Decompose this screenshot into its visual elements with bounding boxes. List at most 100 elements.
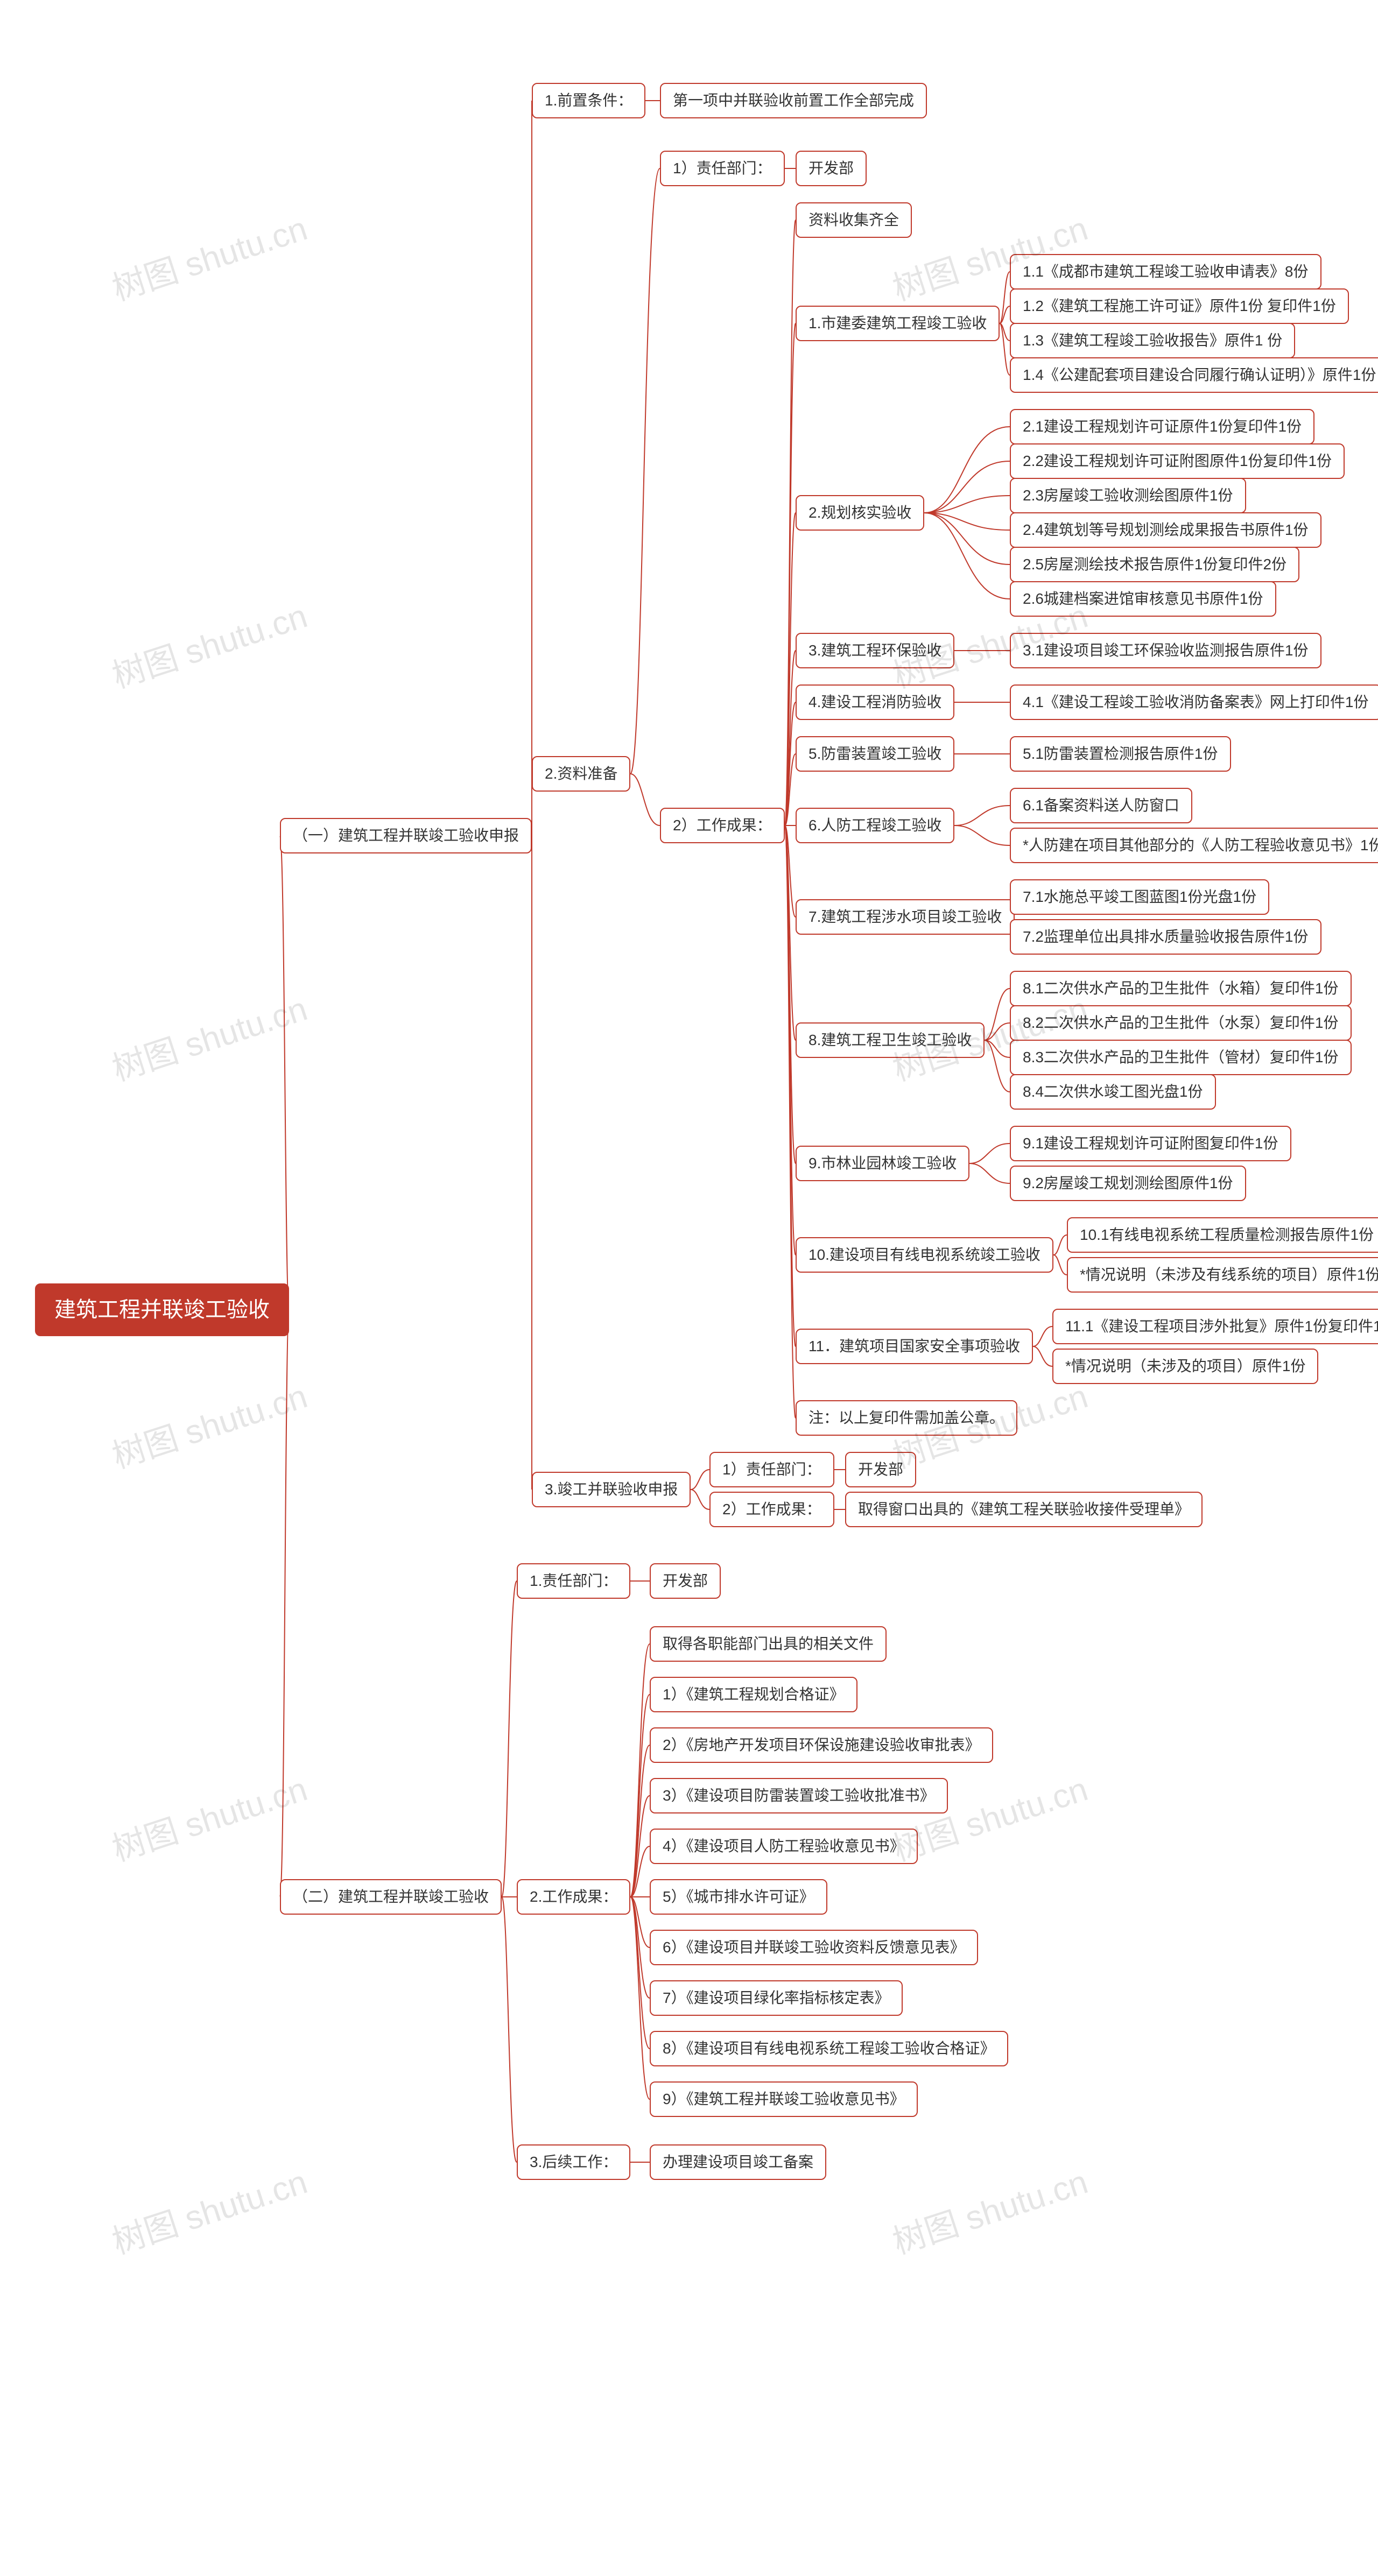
node-label: 2）工作成果：	[722, 1501, 821, 1518]
mindmap-node: 1.4《公建配套项目建设合同履行确认证明）》原件1份	[1010, 357, 1378, 393]
node-label: 2）《房地产开发项目环保设施建设验收审批表》	[663, 1737, 980, 1753]
node-label: （二）建筑工程并联竣工验收	[293, 1888, 489, 1905]
node-label: 11.1《建设工程项目涉外批复》原件1份复印件1份	[1065, 1318, 1378, 1335]
node-label: 办理建设项目竣工备案	[663, 2154, 813, 2170]
mindmap-node: 8.4二次供水竣工图光盘1份	[1010, 1074, 1216, 1110]
mindmap-node: 1）责任部门：	[709, 1452, 834, 1487]
mindmap-node: 5.1防雷装置检测报告原件1份	[1010, 736, 1231, 772]
mindmap-node: 3.1建设项目竣工环保验收监测报告原件1份	[1010, 633, 1321, 668]
node-label: 3.后续工作：	[530, 2154, 617, 2170]
mindmap-node: 4.1《建设工程竣工验收消防备案表》网上打印件1份	[1010, 684, 1378, 720]
mindmap-node: 10.1有线电视系统工程质量检测报告原件1份	[1067, 1217, 1378, 1253]
node-label: 2.2建设工程规划许可证附图原件1份复印件1份	[1023, 453, 1332, 469]
node-label: 2.6城建档案进馆审核意见书原件1份	[1023, 590, 1263, 607]
node-label: 1.2《建筑工程施工许可证》原件1份 复印件1份	[1023, 298, 1336, 314]
mindmap-node: 2.6城建档案进馆审核意见书原件1份	[1010, 581, 1276, 617]
mindmap-node: 6.1备案资料送人防窗口	[1010, 788, 1192, 823]
node-label: 1.3《建筑工程竣工验收报告》原件1 份	[1023, 332, 1282, 349]
mindmap-node: 11．建筑项目国家安全事项验收	[796, 1329, 1033, 1364]
node-label: 开发部	[808, 160, 854, 177]
node-label: 3）《建设项目防雷装置竣工验收批准书》	[663, 1787, 935, 1804]
mindmap-node: 7）《建设项目绿化率指标核定表》	[650, 1980, 903, 2016]
mindmap-node: 1.责任部门：	[517, 1563, 630, 1599]
node-label: *人防建在项目其他部分的《人防工程验收意见书》1份	[1023, 837, 1378, 853]
node-label: 7.2监理单位出具排水质量验收报告原件1份	[1023, 928, 1309, 945]
mindmap-node: 资料收集齐全	[796, 202, 912, 238]
mindmap-node: 2.2建设工程规划许可证附图原件1份复印件1份	[1010, 443, 1345, 479]
mindmap-node: 2）工作成果：	[709, 1492, 834, 1527]
mindmap-node: 1.1《成都市建筑工程竣工验收申请表》8份	[1010, 254, 1321, 290]
node-label: 8.3二次供水产品的卫生批件（管材）复印件1份	[1023, 1049, 1339, 1065]
mindmap-node: 2）工作成果：	[660, 808, 785, 843]
node-label: 8.4二次供水竣工图光盘1份	[1023, 1083, 1203, 1100]
watermark: 树图 shutu.cn	[105, 1369, 312, 1478]
node-label: 开发部	[663, 1572, 708, 1589]
mindmap-node: 开发部	[650, 1563, 721, 1599]
node-label: 1）《建筑工程规划合格证》	[663, 1686, 845, 1703]
node-label: 8.2二次供水产品的卫生批件（水泵）复印件1份	[1023, 1014, 1339, 1031]
watermark: 树图 shutu.cn	[105, 589, 312, 697]
node-label: 1.前置条件：	[545, 92, 632, 109]
mindmap-node: 2.规划核实验收	[796, 495, 924, 531]
mindmap-node: 8）《建设项目有线电视系统工程竣工验收合格证》	[650, 2031, 1008, 2066]
mindmap-canvas: 建筑工程并联竣工验收（一）建筑工程并联竣工验收申报1.前置条件：第一项中并联验收…	[0, 0, 1378, 2576]
node-label: 1.责任部门：	[530, 1572, 617, 1589]
node-label: 8.建筑工程卫生竣工验收	[808, 1032, 972, 1048]
node-label: 取得各职能部门出具的相关文件	[663, 1635, 874, 1652]
node-label: 1.市建委建筑工程竣工验收	[808, 315, 987, 331]
node-label: 2.工作成果：	[530, 1888, 617, 1905]
watermark: 树图 shutu.cn	[105, 2155, 312, 2263]
mindmap-node: 3.竣工并联验收申报	[532, 1472, 691, 1507]
node-label: 5）《城市排水许可证》	[663, 1888, 814, 1905]
node-label: 注：以上复印件需加盖公章。	[808, 1409, 1004, 1426]
node-label: 7.建筑工程涉水项目竣工验收	[808, 908, 1002, 925]
mindmap-node: 3.后续工作：	[517, 2144, 630, 2180]
node-label: 2.4建筑划等号规划测绘成果报告书原件1份	[1023, 521, 1309, 538]
mindmap-node: 1）《建筑工程规划合格证》	[650, 1677, 857, 1712]
mindmap-node: 5）《城市排水许可证》	[650, 1879, 827, 1915]
node-label: 3.1建设项目竣工环保验收监测报告原件1份	[1023, 642, 1309, 659]
mindmap-node: 3）《建设项目防雷装置竣工验收批准书》	[650, 1778, 948, 1813]
mindmap-node: 办理建设项目竣工备案	[650, 2144, 826, 2180]
node-label: 8.1二次供水产品的卫生批件（水箱）复印件1份	[1023, 980, 1339, 997]
node-label: 2.1建设工程规划许可证原件1份复印件1份	[1023, 418, 1302, 435]
mindmap-node: 7.2监理单位出具排水质量验收报告原件1份	[1010, 919, 1321, 955]
mindmap-node: 9）《建筑工程并联竣工验收意见书》	[650, 2081, 918, 2117]
node-label: 3.竣工并联验收申报	[545, 1481, 678, 1498]
mindmap-node: 6）《建设项目并联竣工验收资料反馈意见表》	[650, 1930, 978, 1965]
mindmap-node: 9.1建设工程规划许可证附图复印件1份	[1010, 1126, 1291, 1161]
mindmap-node: 8.建筑工程卫生竣工验收	[796, 1022, 985, 1058]
node-label: *情况说明（未涉及的项目）原件1份	[1065, 1358, 1305, 1374]
node-label: 6.1备案资料送人防窗口	[1023, 797, 1179, 814]
mindmap-node: 3.建筑工程环保验收	[796, 633, 954, 668]
node-label: 第一项中并联验收前置工作全部完成	[673, 92, 914, 109]
mindmap-node: 开发部	[796, 151, 867, 186]
mindmap-node: 2.工作成果：	[517, 1879, 630, 1915]
mindmap-node: 11.1《建设工程项目涉外批复》原件1份复印件1份	[1052, 1309, 1378, 1344]
mindmap-node: 开发部	[845, 1452, 916, 1487]
mindmap-node: 注：以上复印件需加盖公章。	[796, 1400, 1017, 1436]
node-label: 1）责任部门：	[722, 1461, 821, 1478]
node-label: 7.1水施总平竣工图蓝图1份光盘1份	[1023, 888, 1256, 905]
node-label: 2）工作成果：	[673, 817, 772, 834]
mindmap-node: 第一项中并联验收前置工作全部完成	[660, 83, 927, 118]
mindmap-node: （二）建筑工程并联竣工验收	[280, 1879, 502, 1915]
node-label: （一）建筑工程并联竣工验收申报	[293, 827, 519, 844]
mindmap-node: 1.2《建筑工程施工许可证》原件1份 复印件1份	[1010, 288, 1349, 324]
node-label: 开发部	[858, 1461, 903, 1478]
node-label: 10.建设项目有线电视系统竣工验收	[808, 1246, 1040, 1263]
mindmap-node: 1.市建委建筑工程竣工验收	[796, 306, 1000, 341]
mindmap-node: 8.3二次供水产品的卫生批件（管材）复印件1份	[1010, 1040, 1352, 1075]
node-label: 5.1防雷装置检测报告原件1份	[1023, 745, 1218, 762]
node-label: 取得窗口出具的《建筑工程关联验收接件受理单》	[858, 1501, 1190, 1518]
mindmap-node: 8.1二次供水产品的卫生批件（水箱）复印件1份	[1010, 971, 1352, 1006]
watermark: 树图 shutu.cn	[105, 1762, 312, 1871]
node-label: 8）《建设项目有线电视系统工程竣工验收合格证》	[663, 2040, 995, 2057]
node-label: 6.人防工程竣工验收	[808, 817, 941, 834]
mindmap-node: 6.人防工程竣工验收	[796, 808, 954, 843]
node-label: 9）《建筑工程并联竣工验收意见书》	[663, 2091, 905, 2107]
node-label: 10.1有线电视系统工程质量检测报告原件1份	[1080, 1226, 1374, 1243]
node-label: 4）《建设项目人防工程验收意见书》	[663, 1838, 905, 1854]
node-label: 4.1《建设工程竣工验收消防备案表》网上打印件1份	[1023, 694, 1369, 710]
mindmap-node: 2.1建设工程规划许可证原件1份复印件1份	[1010, 409, 1314, 444]
